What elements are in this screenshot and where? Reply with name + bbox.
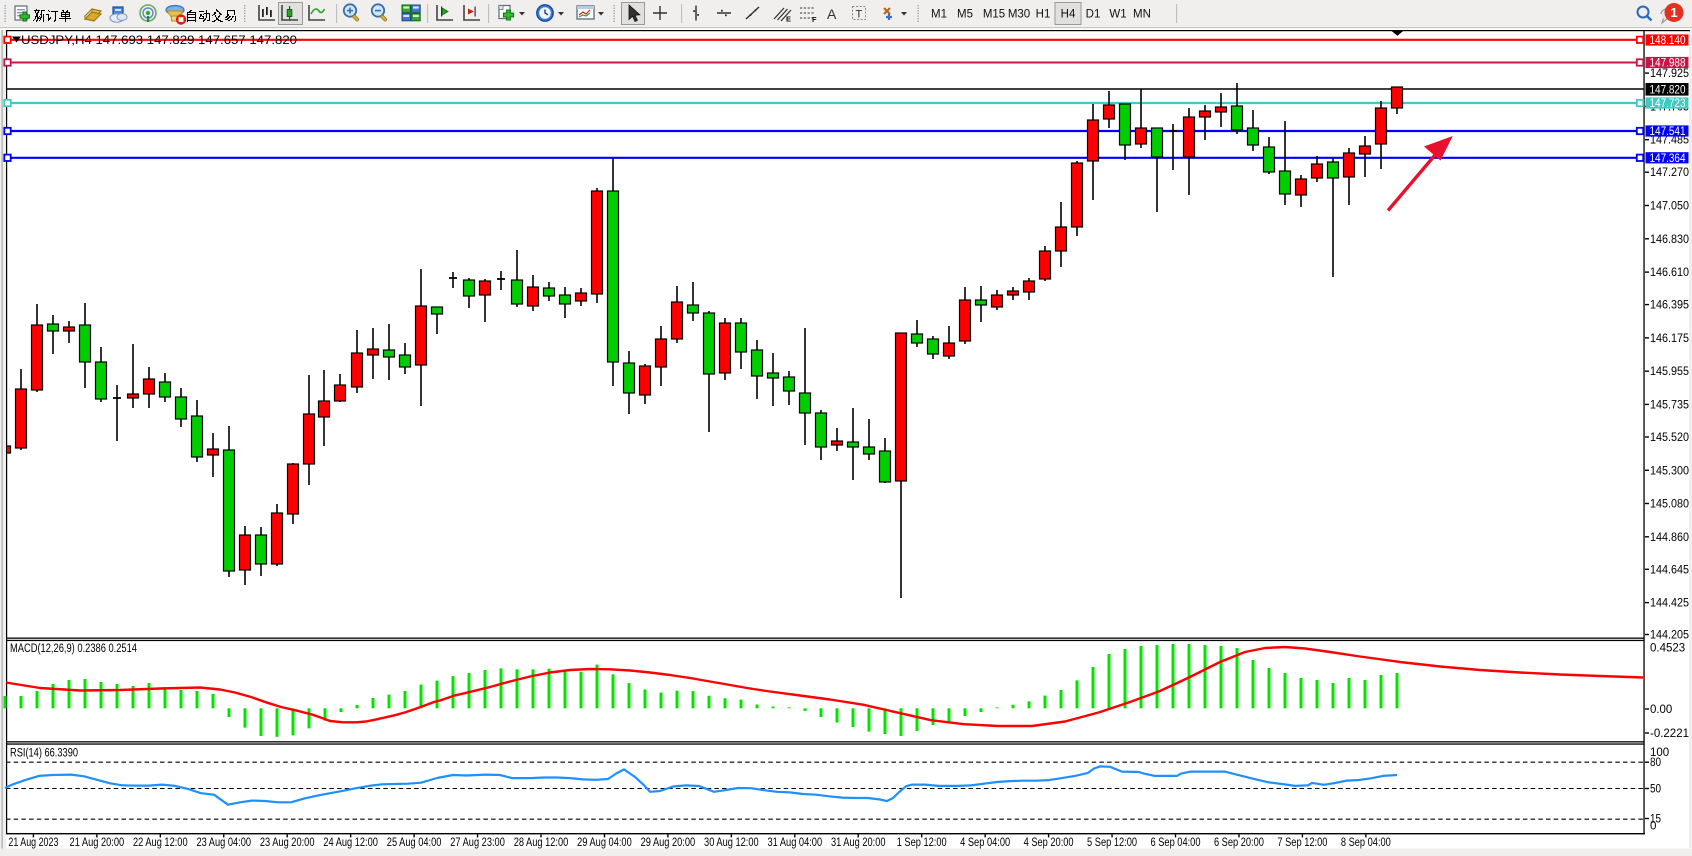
svg-text:147.485: 147.485 bbox=[1650, 135, 1689, 147]
svg-text:23 Aug 20:00: 23 Aug 20:00 bbox=[260, 837, 315, 849]
svg-text:24 Aug 12:00: 24 Aug 12:00 bbox=[323, 837, 378, 849]
svg-text:7 Sep 12:00: 7 Sep 12:00 bbox=[1277, 837, 1327, 849]
svg-text:147.988: 147.988 bbox=[1650, 58, 1686, 70]
svg-text:146.830: 146.830 bbox=[1650, 234, 1689, 246]
svg-text:145.080: 145.080 bbox=[1650, 499, 1689, 511]
svg-text:31 Aug 20:00: 31 Aug 20:00 bbox=[831, 837, 886, 849]
svg-text:147.723: 147.723 bbox=[1650, 98, 1686, 110]
svg-text:144.205: 144.205 bbox=[1650, 630, 1689, 642]
svg-text:MACD(12,26,9) 0.2386 0.2514: MACD(12,26,9) 0.2386 0.2514 bbox=[10, 643, 137, 655]
svg-text:145.735: 145.735 bbox=[1650, 399, 1689, 411]
svg-text:4 Sep 04:00: 4 Sep 04:00 bbox=[960, 837, 1010, 849]
svg-text:148.140: 148.140 bbox=[1650, 35, 1686, 47]
svg-text:M1: M1 bbox=[931, 9, 947, 21]
svg-text:RSI(14) 66.3390: RSI(14) 66.3390 bbox=[10, 748, 78, 760]
svg-text:27 Aug 23:00: 27 Aug 23:00 bbox=[450, 837, 505, 849]
svg-text:144.645: 144.645 bbox=[1650, 564, 1689, 576]
svg-text:T: T bbox=[856, 9, 863, 21]
svg-text:146.610: 146.610 bbox=[1650, 267, 1689, 279]
svg-text:F: F bbox=[812, 15, 817, 24]
svg-text:E: E bbox=[786, 15, 791, 24]
svg-text:144.860: 144.860 bbox=[1650, 532, 1689, 544]
svg-text:8 Sep 04:00: 8 Sep 04:00 bbox=[1341, 837, 1391, 849]
svg-text:M5: M5 bbox=[957, 9, 973, 21]
svg-text:21 Aug 2023: 21 Aug 2023 bbox=[8, 837, 58, 849]
svg-text:15: 15 bbox=[1650, 814, 1661, 826]
svg-text:22 Aug 12:00: 22 Aug 12:00 bbox=[133, 837, 188, 849]
svg-text:H4: H4 bbox=[1061, 9, 1076, 21]
svg-text:144.425: 144.425 bbox=[1650, 598, 1689, 610]
svg-text:145.955: 145.955 bbox=[1650, 366, 1689, 378]
svg-text:31 Aug 04:00: 31 Aug 04:00 bbox=[768, 837, 823, 849]
svg-text:30 Aug 12:00: 30 Aug 12:00 bbox=[704, 837, 759, 849]
svg-text:1: 1 bbox=[1670, 5, 1677, 20]
svg-text:28 Aug 12:00: 28 Aug 12:00 bbox=[514, 837, 569, 849]
svg-text:147.925: 147.925 bbox=[1650, 68, 1689, 80]
svg-text:50: 50 bbox=[1650, 784, 1661, 796]
svg-text:29 Aug 20:00: 29 Aug 20:00 bbox=[641, 837, 696, 849]
svg-text:0.4523: 0.4523 bbox=[1650, 643, 1685, 655]
svg-text:146.175: 146.175 bbox=[1650, 333, 1689, 345]
svg-text:6 Sep 04:00: 6 Sep 04:00 bbox=[1151, 837, 1201, 849]
svg-text:147.820: 147.820 bbox=[1650, 85, 1686, 97]
svg-text:W1: W1 bbox=[1109, 9, 1126, 21]
svg-text:M30: M30 bbox=[1008, 9, 1030, 21]
svg-text:100: 100 bbox=[1650, 747, 1669, 759]
svg-text:5 Sep 12:00: 5 Sep 12:00 bbox=[1087, 837, 1137, 849]
svg-text:MN: MN bbox=[1133, 9, 1151, 21]
svg-text:23 Aug 04:00: 23 Aug 04:00 bbox=[196, 837, 251, 849]
svg-text:25 Aug 04:00: 25 Aug 04:00 bbox=[387, 837, 442, 849]
svg-text:-0.2221: -0.2221 bbox=[1650, 728, 1689, 740]
svg-text:6 Sep 20:00: 6 Sep 20:00 bbox=[1214, 837, 1264, 849]
svg-text:0.00: 0.00 bbox=[1650, 704, 1672, 716]
svg-text:M15: M15 bbox=[983, 9, 1005, 21]
svg-text:29 Aug 04:00: 29 Aug 04:00 bbox=[577, 837, 632, 849]
svg-text:147.541: 147.541 bbox=[1650, 126, 1686, 138]
svg-text:146.395: 146.395 bbox=[1650, 300, 1689, 312]
svg-text:21 Aug 20:00: 21 Aug 20:00 bbox=[70, 837, 125, 849]
svg-text:80: 80 bbox=[1650, 757, 1661, 769]
svg-text:USDJPY,H4 147.693 147.829 147: USDJPY,H4 147.693 147.829 147.657 147.82… bbox=[21, 33, 297, 47]
svg-text:145.300: 145.300 bbox=[1650, 465, 1689, 477]
svg-text:4 Sep 20:00: 4 Sep 20:00 bbox=[1024, 837, 1074, 849]
svg-text:147.270: 147.270 bbox=[1650, 167, 1689, 179]
svg-text:1 Sep 12:00: 1 Sep 12:00 bbox=[897, 837, 947, 849]
svg-text:H1: H1 bbox=[1036, 9, 1051, 21]
svg-text:147.364: 147.364 bbox=[1650, 153, 1687, 165]
svg-text:145.520: 145.520 bbox=[1650, 432, 1689, 444]
svg-text:147.050: 147.050 bbox=[1650, 201, 1689, 213]
svg-text:A: A bbox=[827, 6, 837, 22]
svg-text:D1: D1 bbox=[1086, 9, 1101, 21]
svg-text:0: 0 bbox=[1650, 821, 1656, 833]
